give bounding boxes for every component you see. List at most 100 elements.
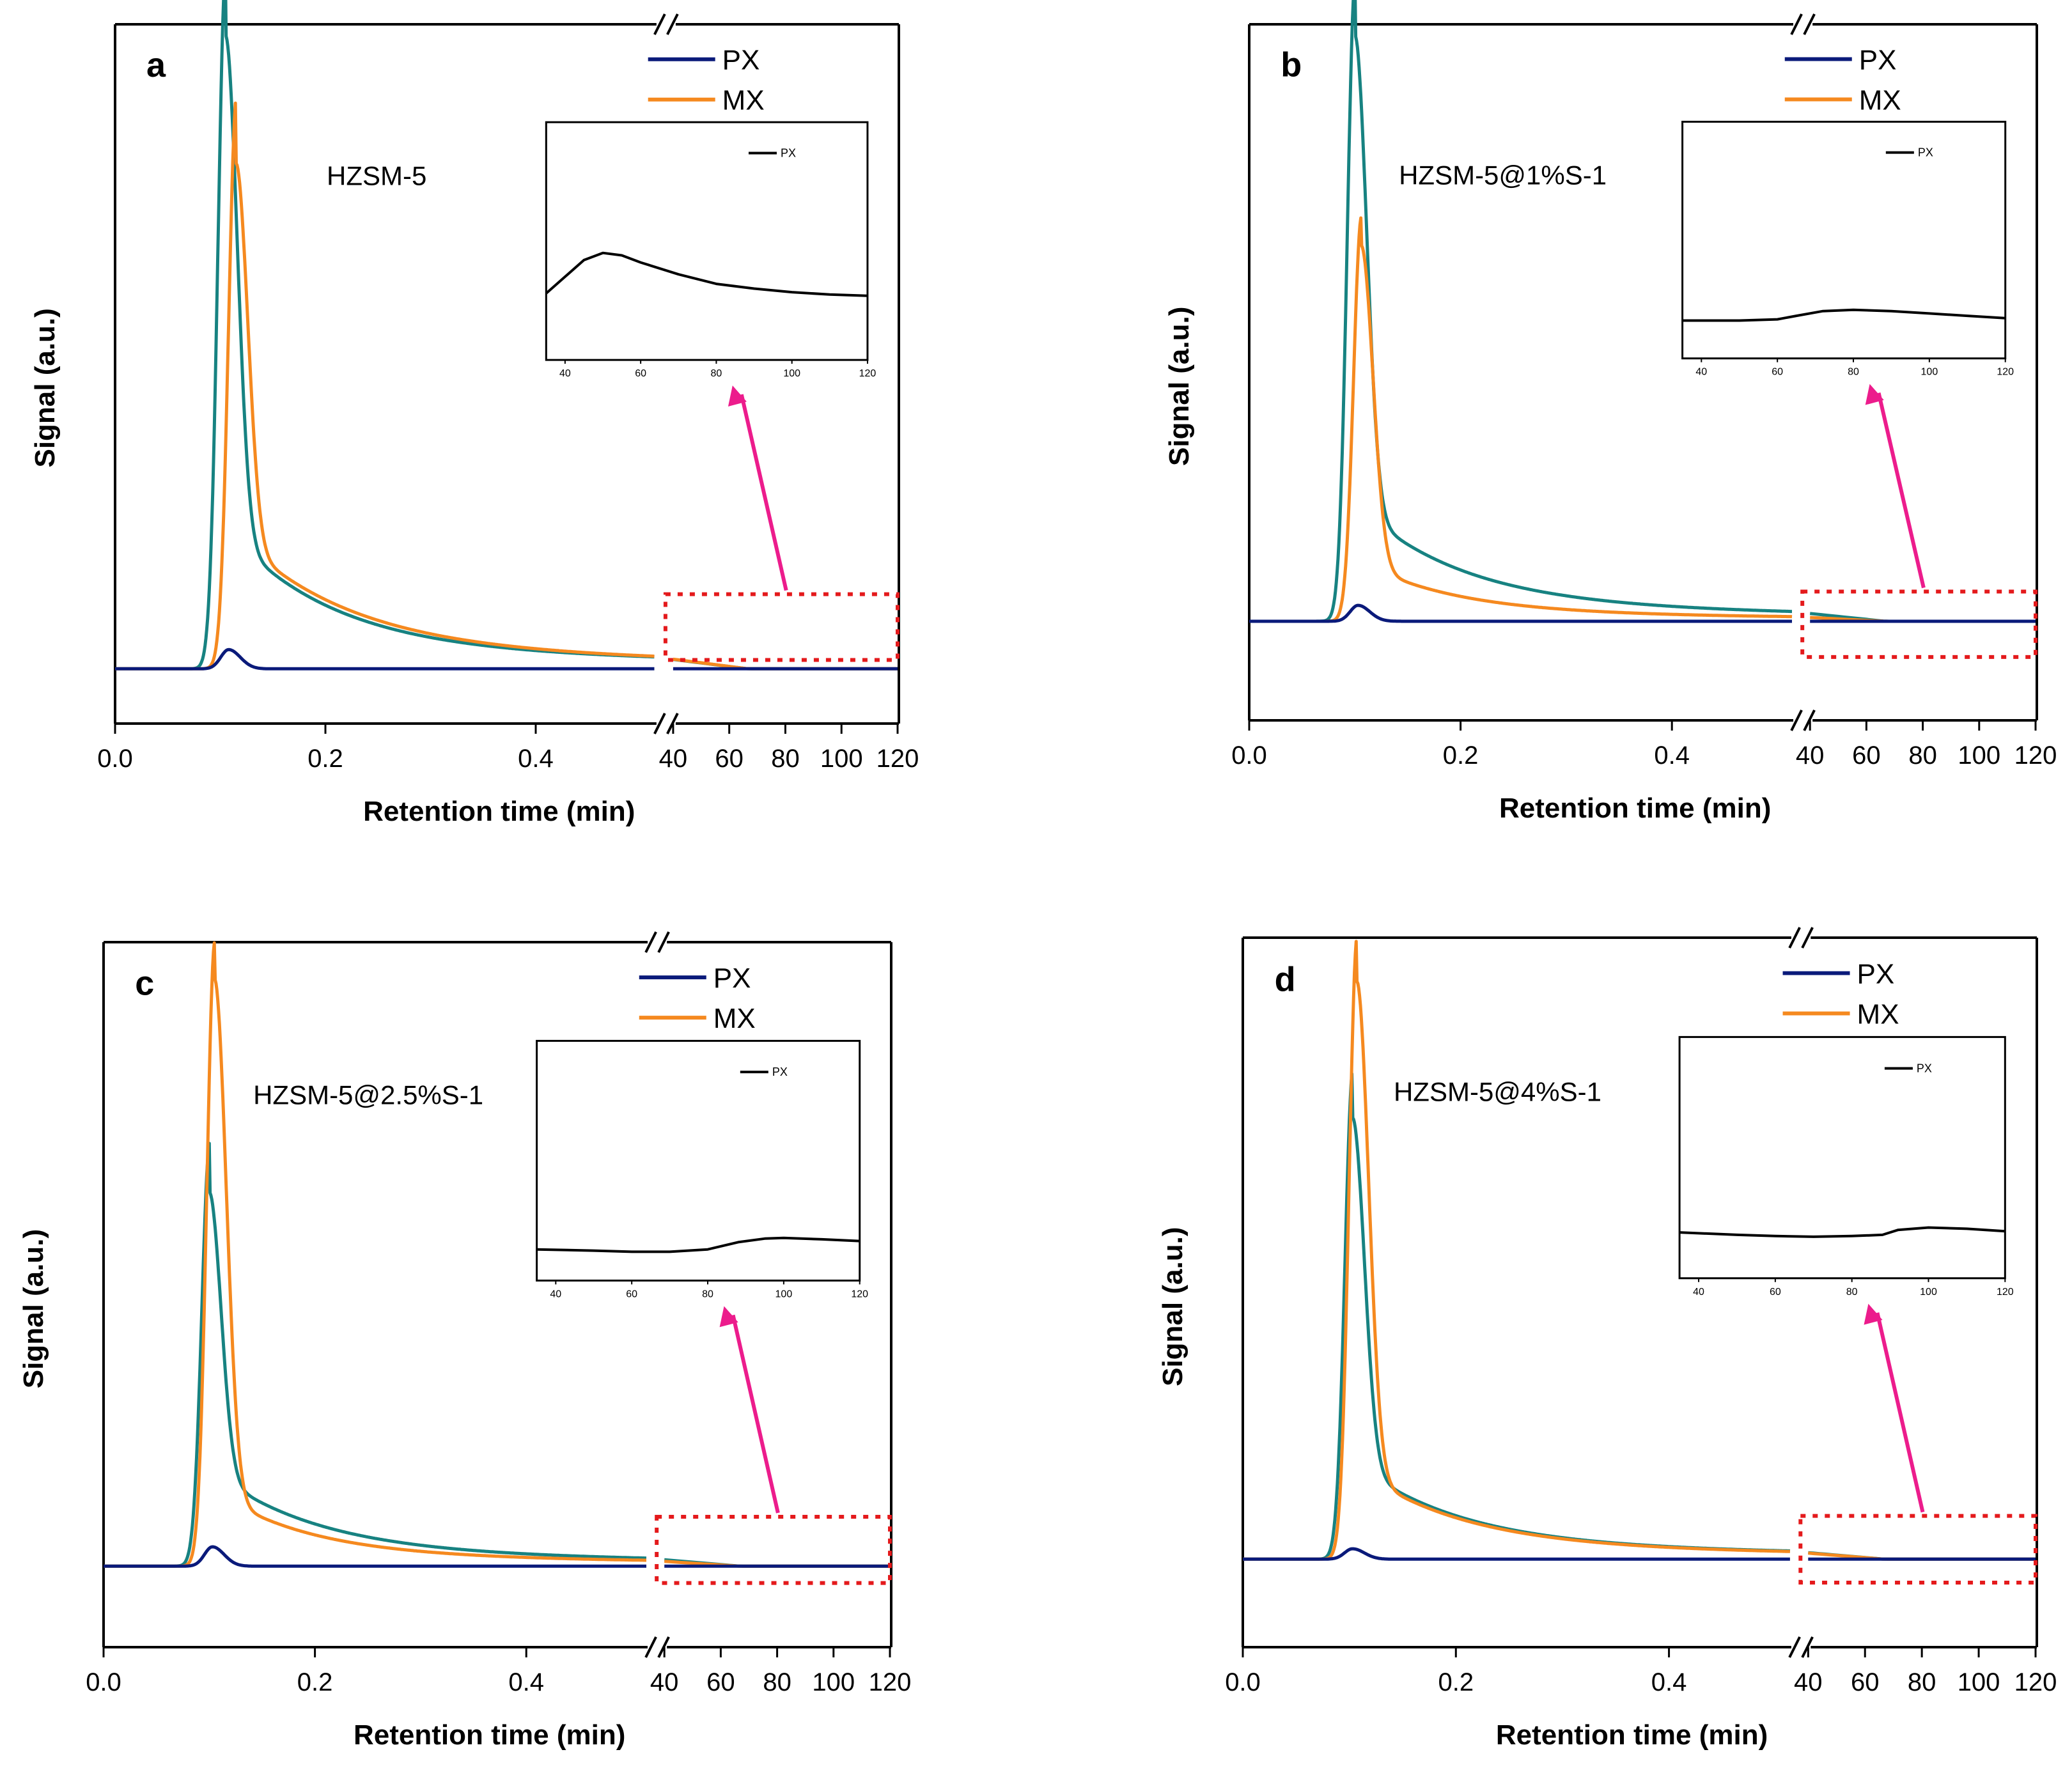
y-axis-title: Signal (a.u.) (29, 308, 61, 467)
inset-series-line-px (545, 251, 868, 297)
inset-tick-label: 40 (550, 1289, 561, 1299)
x-tick-label: 0.4 (1651, 1668, 1687, 1696)
x-tick-label: 120 (2014, 1668, 2057, 1696)
y-axis-title: Signal (a.u.) (1157, 1227, 1188, 1386)
zoom-arrow-head (719, 1306, 738, 1328)
inset-tick-label: 60 (635, 368, 646, 379)
series-line-px (114, 647, 655, 670)
series-line-mx (1242, 940, 1791, 1561)
zoom-arrow (1876, 392, 1926, 589)
axis-break-mark (1788, 927, 1801, 949)
zoom-region-box (1798, 1514, 2037, 1585)
chart-panel-d: 0.0 0.2 0.4 40 60 80 100 120 Retention time (min… (1157, 927, 2057, 1751)
inset-series-line-px (1679, 1226, 2006, 1238)
axis-break-mark (1790, 709, 1803, 731)
x-axis-title: Retention time (min) (1499, 793, 1771, 824)
sample-label: HZSM-5@1%S-1 (1399, 160, 1607, 190)
zoom-region-box (663, 592, 900, 662)
x-axis-title: Retention time (min) (1496, 1719, 1768, 1751)
zoom-arrow-head (1864, 1303, 1883, 1325)
inset-tick-label: 80 (1846, 1287, 1858, 1298)
legend-label-px: PX (1859, 44, 1897, 75)
inset-tick-label: 80 (702, 1289, 713, 1299)
x-tick-label: 0.2 (1438, 1668, 1474, 1696)
zoom-arrow-head (728, 385, 747, 407)
inset-frame (1681, 120, 2007, 360)
chart-panel-c: 0.0 0.2 0.4 40 60 80 100 120 Retention time (min… (18, 931, 912, 1751)
axis-break-mark (1788, 1636, 1801, 1658)
inset-legend-label: PX (1918, 146, 1933, 159)
x-tick-label: 120 (869, 1668, 912, 1696)
axis-break-mark (644, 931, 657, 953)
inset-series-line-px (536, 1236, 860, 1253)
x-tick-label: 0.0 (86, 1668, 121, 1696)
inset-frame (1678, 1035, 2006, 1280)
x-tick-label: 80 (763, 1668, 791, 1696)
legend-label-px: PX (713, 963, 751, 994)
panel-letter: a (146, 46, 166, 84)
axis-break-mark (657, 931, 670, 953)
x-tick-label: 60 (1851, 1668, 1880, 1696)
inset-legend-label: PX (781, 147, 796, 160)
legend-label-mx: MX (1857, 999, 1899, 1030)
x-tick-label: 120 (876, 745, 919, 773)
axis-break-mark (653, 713, 666, 734)
x-tick-label: 80 (771, 745, 800, 773)
x-tick-label: 60 (706, 1668, 735, 1696)
zoom-arrow (739, 394, 788, 591)
inset-plot: 40 60 80 100 120 PX (1681, 120, 2014, 378)
axis-break-mark (653, 13, 666, 35)
x-tick-label: 0.4 (518, 745, 554, 773)
inset-plot: 40 60 80 100 120 PX (545, 121, 876, 379)
sample-label: HZSM-5@4%S-1 (1394, 1076, 1601, 1106)
series-line-px (1242, 1547, 1791, 1561)
inset-tick-label: 120 (1997, 367, 2014, 378)
axis-break-mark (1803, 13, 1816, 35)
series-line-px (1248, 603, 1793, 623)
axis-break-mark (666, 13, 679, 35)
inset-plot: 40 60 80 100 120 PX (536, 1039, 868, 1299)
axis-break-mark (1801, 927, 1814, 949)
x-tick-label: 0.2 (308, 745, 343, 773)
axis-break-mark (1790, 13, 1803, 35)
series-line-mx (102, 941, 648, 1568)
series-line-px (102, 1545, 648, 1568)
y-axis-title: Signal (a.u.) (1164, 307, 1195, 466)
x-tick-label: 40 (659, 745, 688, 773)
x-tick-label: 80 (1908, 1668, 1936, 1696)
inset-tick-label: 60 (1770, 1287, 1781, 1298)
legend-label-px: PX (1857, 959, 1895, 990)
inset-tick-label: 40 (1693, 1287, 1704, 1298)
zoom-region-box (1800, 589, 2038, 659)
series-line-ox (1248, 0, 1793, 623)
sample-label: HZSM-5 (327, 161, 426, 191)
x-tick-label: 80 (1908, 741, 1937, 770)
x-tick-label: 120 (2014, 741, 2057, 770)
inset-tick-label: 100 (783, 368, 800, 379)
x-tick-label: 0.4 (1654, 741, 1690, 770)
x-tick-label: 0.4 (508, 1668, 544, 1696)
x-tick-label: 100 (1958, 741, 2000, 770)
inset-series-line-px (1682, 308, 2006, 322)
inset-tick-label: 120 (851, 1289, 868, 1299)
x-tick-label: 40 (1794, 1668, 1823, 1696)
x-tick-label: 0.2 (297, 1668, 333, 1696)
panel-letter: d (1275, 960, 1296, 998)
chart-panel-a: 0.0 0.2 0.4 40 60 80 100 120 Retention time (min… (29, 0, 919, 827)
panel-letter: b (1281, 46, 1302, 84)
legend-label-mx: MX (722, 85, 765, 116)
inset-legend-label: PX (772, 1066, 788, 1078)
x-axis-title: Retention time (min) (363, 796, 635, 827)
inset-tick-label: 80 (711, 368, 722, 379)
inset-frame (536, 1039, 861, 1282)
inset-tick-label: 100 (1920, 1287, 1937, 1298)
x-tick-label: 0.2 (1443, 741, 1479, 770)
inset-tick-label: 120 (859, 368, 876, 379)
zoom-arrow-head (1865, 384, 1884, 405)
panel-letter: c (135, 965, 154, 1003)
inset-frame (545, 121, 869, 361)
legend-label-px: PX (722, 45, 760, 76)
x-axis-title: Retention time (min) (354, 1719, 625, 1751)
inset-tick-label: 80 (1848, 367, 1859, 378)
